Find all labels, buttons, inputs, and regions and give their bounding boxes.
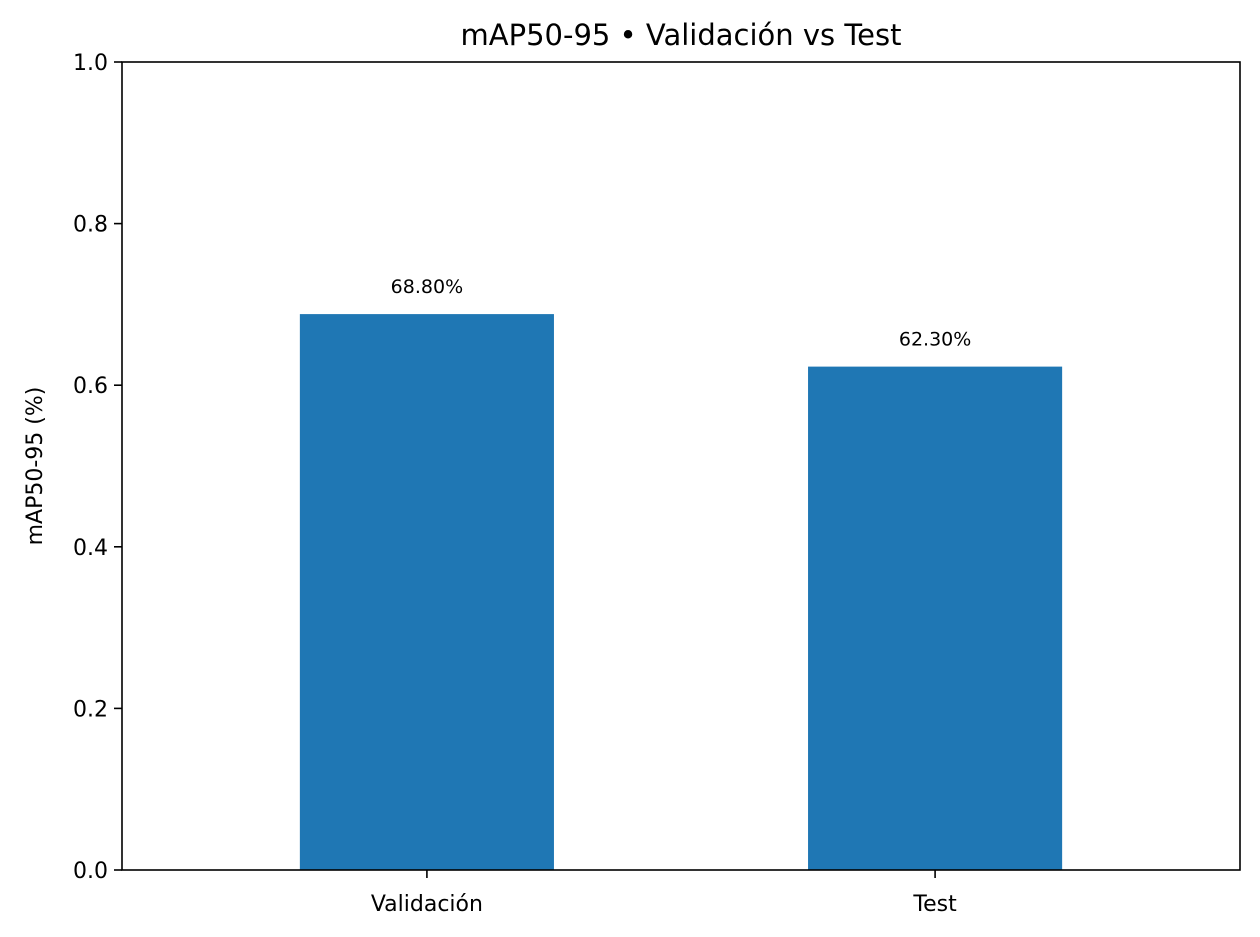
y-tick-label-5: 1.0	[73, 51, 108, 76]
y-tick-label-1: 0.2	[73, 697, 108, 722]
data-labels-group: 68.80% 62.30%	[391, 276, 972, 351]
chart-title: mAP50-95 • Validación vs Test	[461, 18, 902, 52]
data-label-1: 62.30%	[899, 329, 971, 351]
y-tick-label-3: 0.6	[73, 374, 108, 399]
plot-area-frame	[121, 61, 1241, 871]
y-tick-label-0: 0.0	[73, 859, 108, 884]
data-label-0: 68.80%	[391, 276, 463, 298]
bar-1	[808, 366, 1063, 870]
x-axis-ticks: Validación Test	[371, 870, 957, 917]
y-tick-label-4: 0.8	[73, 213, 108, 238]
y-tick-label-2: 0.4	[73, 536, 108, 561]
x-tick-label-0: Validación	[371, 892, 483, 917]
x-tick-label-1: Test	[912, 892, 957, 917]
bar-0	[299, 314, 554, 870]
y-axis-label: mAP50-95 (%)	[23, 387, 48, 546]
bars-group	[299, 314, 1063, 870]
y-axis-ticks: 0.0 0.2 0.4 0.6 0.8 1.0	[73, 51, 122, 884]
